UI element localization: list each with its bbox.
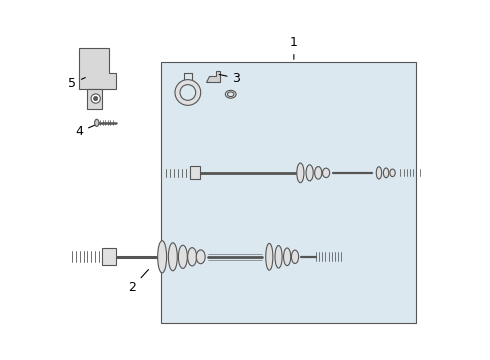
Circle shape	[94, 96, 98, 101]
Text: 2: 2	[128, 270, 148, 294]
Polygon shape	[87, 89, 102, 109]
Ellipse shape	[306, 165, 313, 181]
Ellipse shape	[225, 90, 236, 98]
Ellipse shape	[315, 167, 322, 179]
Ellipse shape	[376, 167, 382, 179]
Ellipse shape	[95, 119, 99, 126]
Ellipse shape	[266, 243, 273, 270]
Text: 1: 1	[290, 36, 298, 59]
Ellipse shape	[292, 250, 298, 264]
Ellipse shape	[188, 248, 196, 266]
Ellipse shape	[227, 92, 234, 96]
Bar	[190, 166, 200, 179]
Ellipse shape	[297, 163, 304, 183]
Ellipse shape	[169, 243, 177, 271]
Text: 4: 4	[75, 124, 98, 138]
Ellipse shape	[178, 245, 187, 268]
Circle shape	[180, 85, 196, 100]
Ellipse shape	[390, 169, 395, 177]
Polygon shape	[79, 48, 117, 89]
Ellipse shape	[196, 250, 205, 264]
Bar	[161, 62, 416, 323]
Bar	[102, 248, 116, 265]
Circle shape	[91, 94, 100, 103]
Text: 5: 5	[68, 77, 85, 90]
Ellipse shape	[275, 246, 282, 268]
Circle shape	[175, 80, 201, 105]
Ellipse shape	[158, 241, 167, 273]
Polygon shape	[206, 71, 220, 82]
Ellipse shape	[383, 168, 389, 178]
Ellipse shape	[322, 168, 330, 177]
Ellipse shape	[284, 248, 291, 266]
Text: 3: 3	[219, 72, 241, 85]
